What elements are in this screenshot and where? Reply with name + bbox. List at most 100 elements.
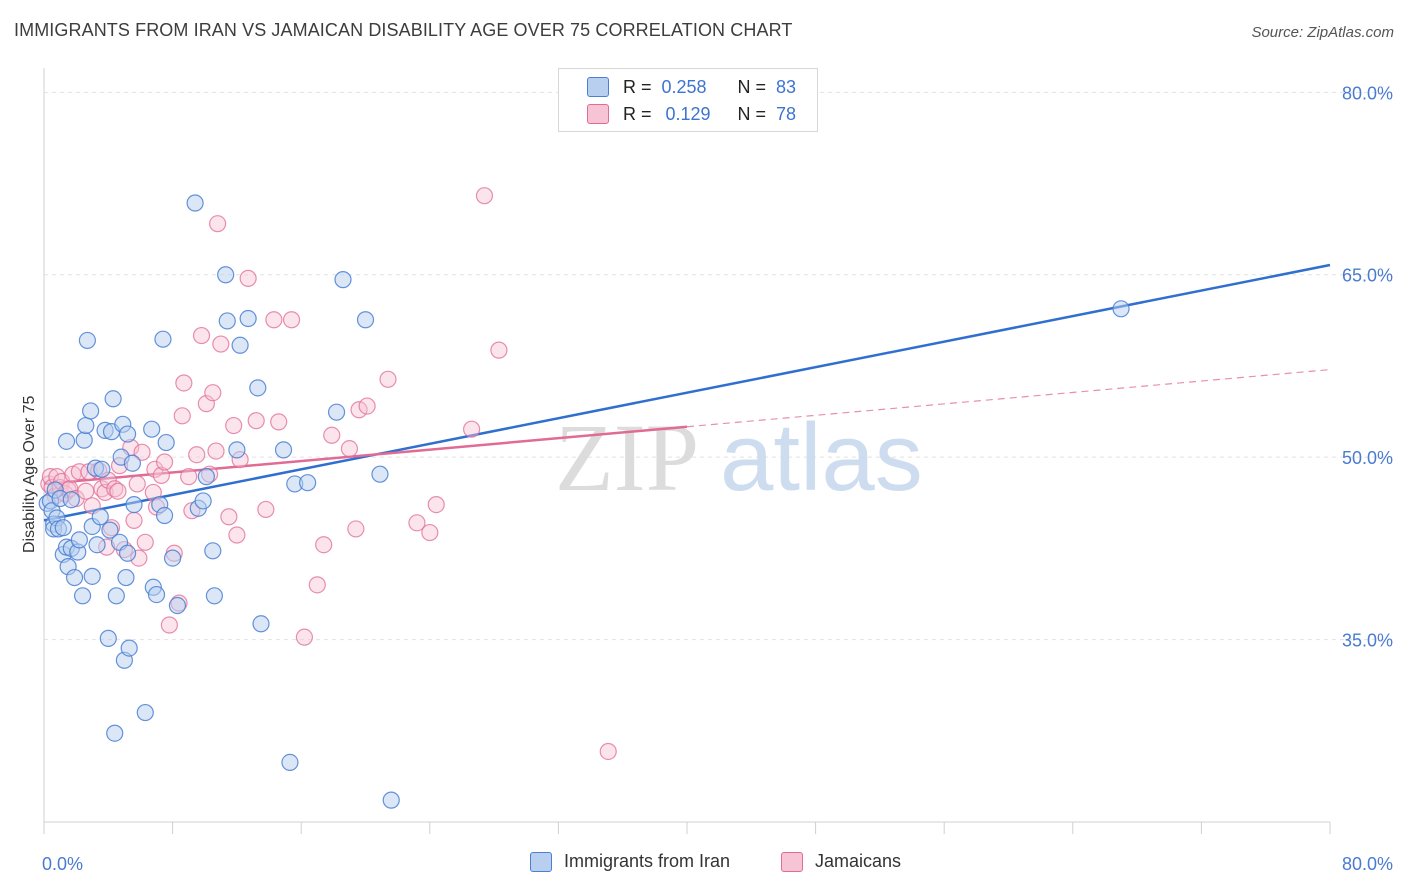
- jamaicans-point: [282, 311, 301, 329]
- iran-point: [104, 390, 122, 408]
- jamaicans-point: [340, 440, 359, 458]
- iran-point: [371, 465, 389, 483]
- legend-n-label: N =: [737, 76, 767, 97]
- axes: [43, 68, 1331, 834]
- legend-n-label: N =: [737, 103, 767, 124]
- jamaicans-point: [212, 335, 230, 353]
- iran-point: [327, 403, 346, 421]
- bottom-legend-iran: Immigrants from Iran: [530, 851, 730, 872]
- iran-point: [168, 596, 187, 615]
- jamaicans-point: [77, 482, 95, 500]
- jamaicans-point: [204, 384, 222, 402]
- iran-point: [118, 425, 137, 443]
- gridlines: [44, 91, 1392, 641]
- jamaicans-point: [350, 401, 368, 419]
- jamaicans-point: [295, 628, 314, 646]
- jamaicans-point: [308, 576, 326, 594]
- bottom-legend-swatch-iran: [530, 851, 552, 872]
- iran-point: [99, 629, 117, 647]
- bottom-legend-jamaicans: Jamaicans: [781, 851, 901, 872]
- iran-point: [106, 724, 124, 742]
- jamaicans-point: [197, 395, 215, 413]
- y-tick-labels: 35.0% 50.0% 65.0% 80.0%: [1342, 83, 1393, 650]
- legend-r-label: R =: [623, 76, 652, 97]
- jamaicans-point: [408, 514, 426, 532]
- jamaicans-points: [40, 187, 617, 761]
- jamaicans-point: [207, 442, 225, 460]
- jamaicans-point: [427, 495, 445, 514]
- iran-point: [107, 587, 125, 605]
- jamaicans-point: [462, 420, 481, 438]
- jamaicans-point: [155, 453, 174, 471]
- jamaicans-point: [173, 407, 191, 425]
- iran-point: [334, 271, 352, 289]
- legend-row-iran: R = 0.258 N = 83: [587, 75, 796, 99]
- jamaicans-point: [475, 187, 494, 205]
- iran-point: [228, 441, 246, 459]
- y-tick-label: 35.0%: [1342, 631, 1393, 651]
- jamaicans-point: [490, 341, 508, 359]
- iran-point: [57, 432, 76, 450]
- watermark-zip: ZIP: [555, 404, 699, 511]
- iran-point: [78, 331, 97, 350]
- iran-point: [194, 492, 212, 510]
- jamaicans-point: [125, 511, 143, 530]
- jamaicans-trendline-extension: [686, 369, 1331, 428]
- jamaicans-point: [136, 533, 154, 551]
- jamaicans-point: [247, 412, 265, 430]
- bottom-legend-label-jamaicans: Jamaicans: [815, 851, 902, 871]
- jamaicans-point: [228, 526, 246, 544]
- iran-point: [65, 568, 84, 587]
- watermark: ZIP atlas: [555, 404, 923, 511]
- iran-point: [117, 568, 135, 587]
- jamaicans-point: [239, 269, 257, 287]
- iran-point: [125, 495, 143, 514]
- jamaicans-point: [209, 215, 227, 233]
- iran-points: [38, 194, 1130, 809]
- y-tick-label: 65.0%: [1342, 266, 1393, 286]
- watermark-atlas: atlas: [720, 404, 923, 511]
- iran-point: [239, 309, 257, 328]
- jamaicans-point: [106, 480, 124, 498]
- iran-point: [155, 506, 174, 525]
- iran-point: [118, 544, 137, 562]
- iran-point: [382, 791, 400, 809]
- iran-point: [249, 379, 267, 397]
- jamaicans-point: [421, 523, 439, 542]
- iran-point: [70, 531, 88, 549]
- jamaicans-point: [257, 500, 275, 519]
- correlation-legend: R = 0.258 N = 83 R = 0.129 N = 78: [558, 68, 818, 132]
- iran-point: [154, 330, 172, 348]
- jamaicans-point: [133, 443, 151, 461]
- jamaicans-point: [323, 426, 341, 444]
- iran-point: [157, 433, 175, 452]
- source-credit: Source: ZipAtlas.com: [1251, 24, 1394, 41]
- jamaicans-point: [225, 416, 243, 435]
- jamaicans-point: [152, 466, 170, 485]
- legend-row-jamaicans: R = 0.129 N = 78: [587, 102, 796, 126]
- iran-point: [54, 519, 72, 537]
- iran-point: [147, 585, 166, 604]
- iran-point: [231, 336, 249, 354]
- bottom-legend-label-iran: Immigrants from Iran: [564, 851, 731, 871]
- iran-point: [83, 567, 101, 585]
- iran-point: [204, 542, 222, 560]
- iran-point: [88, 536, 106, 554]
- x-tick-label: 80.0%: [1342, 854, 1393, 874]
- y-axis-label: Disability Age Over 75: [21, 395, 38, 553]
- iran-point: [136, 703, 154, 722]
- legend-r-value: 0.129: [665, 103, 711, 124]
- legend-n-value: 83: [776, 76, 797, 97]
- iran-point: [77, 416, 95, 435]
- jamaicans-point: [379, 370, 397, 388]
- iran-point: [299, 474, 317, 492]
- iran-point: [218, 312, 236, 330]
- y-tick-label: 50.0%: [1342, 448, 1393, 468]
- jamaicans-point: [220, 508, 238, 526]
- iran-point: [93, 460, 111, 478]
- iran-point: [205, 587, 223, 605]
- x-tick-labels: 0.0% 80.0%: [42, 854, 1393, 874]
- iran-point: [1112, 300, 1130, 318]
- jamaicans-point: [188, 446, 206, 464]
